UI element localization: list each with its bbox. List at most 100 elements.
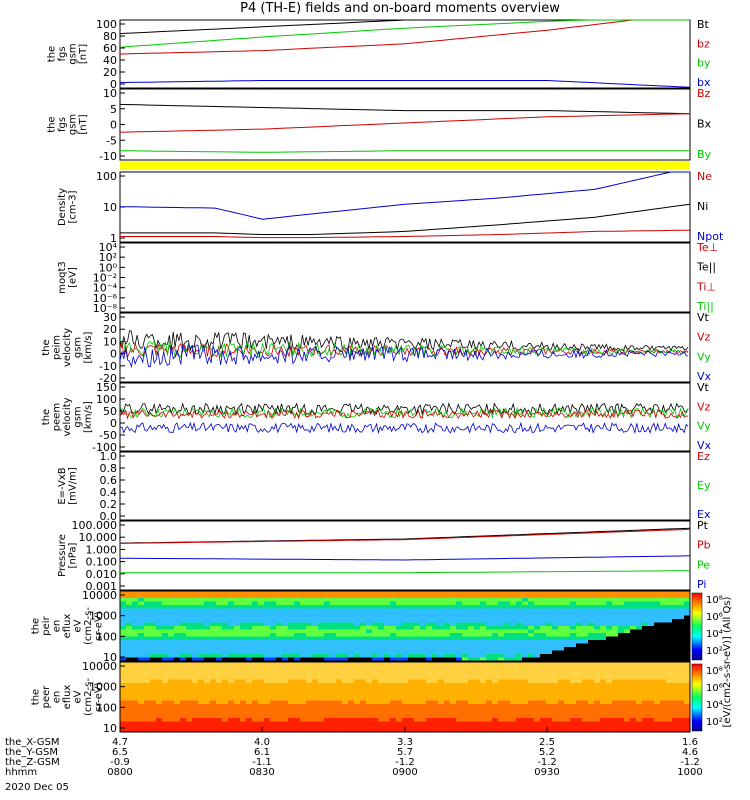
- spectrogram-cell: [492, 707, 499, 712]
- spectrogram-cell: [234, 693, 241, 698]
- spectrogram-cell: [492, 598, 499, 602]
- spectrogram-cell: [414, 700, 421, 705]
- spectrogram-cell: [204, 728, 211, 733]
- spectrogram-cell: [126, 657, 133, 662]
- spectrogram-cell: [456, 605, 463, 609]
- spectrogram-cell: [612, 608, 619, 613]
- spectrogram-cell: [360, 686, 367, 691]
- spectrogram-cell: [288, 598, 295, 602]
- spectrogram-cell: [282, 633, 289, 637]
- spectrogram-cell: [510, 612, 517, 616]
- spectrogram-cell: [150, 718, 157, 722]
- colorbar-tick: 10⁶: [706, 683, 723, 694]
- x-tick-label: 4.7: [112, 737, 128, 748]
- spectrogram-cell: [330, 690, 337, 694]
- spectrogram-cell: [174, 725, 181, 729]
- spectrogram-cell: [678, 721, 685, 726]
- spectrogram-cell: [234, 622, 241, 627]
- spectrogram-cell: [486, 591, 493, 595]
- spectrogram-cell: [684, 643, 691, 648]
- spectrogram-cell: [342, 676, 349, 680]
- spectrogram-cell: [450, 647, 457, 651]
- spectrogram-cell: [192, 718, 199, 722]
- spectrogram-cell: [684, 601, 691, 606]
- spectrogram-cell: [528, 619, 535, 623]
- spectrogram-cell: [468, 622, 475, 627]
- spectrogram-cell: [570, 679, 577, 684]
- spectrogram-cell: [540, 711, 547, 715]
- spectrogram-cell: [366, 718, 373, 722]
- spectrogram-cell: [666, 650, 673, 655]
- series-by: [119, 19, 690, 48]
- spectrogram-cell: [600, 615, 607, 620]
- spectrogram-cell: [390, 721, 397, 726]
- spectrogram-cell: [348, 657, 355, 662]
- spectrogram-cell: [612, 728, 619, 733]
- spectrogram-cell: [420, 711, 427, 715]
- spectrogram-cell: [342, 728, 349, 733]
- spectrogram-cell: [294, 725, 301, 729]
- spectrogram-cell: [306, 605, 313, 609]
- spectrogram-cell: [552, 683, 559, 687]
- spectrogram-cell: [414, 594, 421, 599]
- spectrogram-cell: [420, 594, 427, 599]
- spectrogram-cell: [546, 669, 553, 673]
- spectrogram-cell: [132, 700, 139, 705]
- spectrogram-cell: [558, 711, 565, 715]
- spectrogram-cell: [198, 700, 205, 705]
- spectrogram-cell: [402, 693, 409, 698]
- spectrogram-cell: [642, 615, 649, 620]
- spectrogram-cell: [426, 605, 433, 609]
- spectrogram-cell: [252, 622, 259, 627]
- spectrogram-cell: [522, 662, 529, 666]
- spectrogram-cell: [606, 640, 613, 644]
- spectrogram-cell: [120, 633, 127, 637]
- spectrogram-cell: [582, 654, 589, 658]
- spectrogram-cell: [342, 669, 349, 673]
- spectrogram-cell: [654, 665, 661, 670]
- spectrogram-cell: [522, 718, 529, 722]
- spectrogram-cell: [402, 654, 409, 658]
- spectrogram-cell: [612, 721, 619, 726]
- spectrogram-cell: [132, 615, 139, 620]
- spectrogram-cell: [588, 633, 595, 637]
- spectrogram-cell: [426, 654, 433, 658]
- spectrogram-cell: [180, 640, 187, 644]
- spectrogram-cell: [552, 700, 559, 705]
- panel-frame: [119, 88, 691, 161]
- spectrogram-cell: [294, 612, 301, 616]
- spectrogram-cell: [180, 626, 187, 630]
- spectrogram-cell: [648, 640, 655, 644]
- spectrogram-cell: [612, 612, 619, 616]
- spectrogram-cell: [366, 636, 373, 641]
- spectrogram-cell: [162, 686, 169, 691]
- spectrogram-cell: [258, 636, 265, 641]
- y-tick-label: -5: [106, 134, 117, 147]
- spectrogram-cell: [252, 629, 259, 634]
- spectrogram-cell: [522, 650, 529, 655]
- spectrogram-cell: [672, 686, 679, 691]
- spectrogram-cell: [120, 605, 127, 609]
- spectrogram-cell: [624, 669, 631, 673]
- spectrogram-cell: [306, 615, 313, 620]
- spectrogram-cell: [348, 707, 355, 712]
- x-tick-label: 5.2: [539, 747, 555, 758]
- spectrogram-cell: [198, 598, 205, 602]
- spectrogram-cell: [552, 693, 559, 698]
- spectrogram-cell: [498, 697, 505, 701]
- spectrogram-cell: [618, 718, 625, 722]
- spectrogram-cell: [450, 650, 457, 655]
- spectrogram-cell: [666, 718, 673, 722]
- spectrogram-cell: [510, 686, 517, 691]
- spectrogram-cell: [198, 594, 205, 599]
- spectrogram-cell: [468, 601, 475, 606]
- spectrogram-cell: [240, 633, 247, 637]
- spectrogram-cell: [288, 693, 295, 698]
- spectrogram-cell: [336, 622, 343, 627]
- spectrogram-cell: [534, 615, 541, 620]
- spectrogram-cell: [438, 693, 445, 698]
- spectrogram-cell: [504, 657, 511, 662]
- spectrogram-cell: [282, 672, 289, 677]
- spectrogram-cell: [636, 619, 643, 623]
- spectrogram-cell: [492, 690, 499, 694]
